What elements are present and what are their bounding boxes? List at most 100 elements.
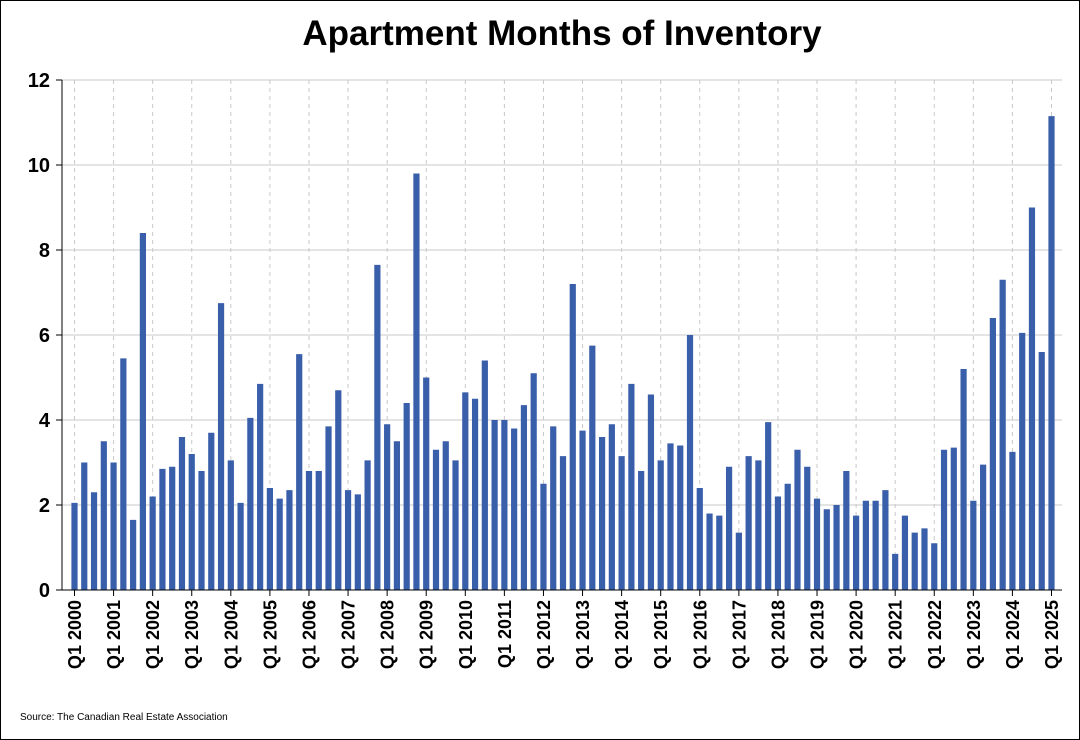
chart-title: Apartment Months of Inventory xyxy=(302,14,822,53)
bar xyxy=(178,437,186,590)
bar xyxy=(491,420,498,590)
bar xyxy=(657,460,664,590)
y-tick-label: 0 xyxy=(39,580,50,602)
bar xyxy=(169,466,176,590)
bar xyxy=(550,426,557,590)
x-tick-label: Q1 2008 xyxy=(378,600,398,669)
bar xyxy=(227,460,234,590)
bar xyxy=(823,509,830,590)
bar xyxy=(999,279,1006,590)
bar xyxy=(335,390,342,590)
bar xyxy=(989,318,996,590)
bar xyxy=(423,377,430,590)
bar xyxy=(569,284,576,590)
bar xyxy=(667,443,674,590)
x-tick-label: Q1 2000 xyxy=(65,600,85,669)
bar xyxy=(130,519,137,590)
x-tick-label: Q1 2020 xyxy=(847,600,867,669)
bar xyxy=(628,383,635,590)
bar xyxy=(911,532,918,590)
bar xyxy=(325,426,332,590)
bar xyxy=(901,515,909,590)
bar xyxy=(843,471,850,590)
bar xyxy=(608,424,615,590)
bar xyxy=(950,447,957,590)
bar xyxy=(862,500,869,590)
bar xyxy=(198,471,205,590)
bar xyxy=(960,369,967,590)
bar xyxy=(774,496,782,590)
bar xyxy=(413,173,420,590)
bar xyxy=(745,456,752,590)
bar xyxy=(501,420,508,590)
bar xyxy=(618,456,625,590)
bar xyxy=(1019,332,1026,590)
bar xyxy=(364,460,371,590)
x-tick-label: Q1 2024 xyxy=(1003,600,1023,669)
x-tick-label: Q1 2017 xyxy=(729,600,749,669)
bar xyxy=(100,441,107,590)
y-tick-label: 2 xyxy=(39,495,50,517)
x-tick-label: Q1 2019 xyxy=(808,600,828,669)
bar xyxy=(393,441,401,590)
x-tick-label: Q1 2012 xyxy=(534,600,554,669)
bar xyxy=(1038,352,1045,590)
bar xyxy=(696,488,703,590)
y-tick-label: 12 xyxy=(28,70,50,92)
bar xyxy=(833,505,840,590)
axes xyxy=(56,79,1062,596)
bar xyxy=(579,430,586,590)
y-tick-label: 10 xyxy=(28,155,50,177)
bar xyxy=(980,464,987,590)
bar xyxy=(725,466,733,590)
bar xyxy=(305,471,313,590)
bar xyxy=(511,428,518,590)
bar xyxy=(354,494,361,590)
x-tick-label: Q1 2023 xyxy=(964,600,984,669)
x-tick-label: Q1 2018 xyxy=(768,600,788,669)
x-tick-label: Q1 2013 xyxy=(573,600,593,669)
bar xyxy=(765,422,772,590)
bar xyxy=(892,553,899,590)
bar xyxy=(208,432,215,590)
bar xyxy=(1048,116,1055,590)
x-tick-label: Q1 2004 xyxy=(221,600,241,669)
bar xyxy=(598,437,606,590)
bar xyxy=(139,233,146,590)
bar xyxy=(120,358,127,590)
bar xyxy=(149,496,156,590)
bar xyxy=(276,498,283,590)
source-note: Source: The Canadian Real Estate Associa… xyxy=(20,712,228,723)
bar xyxy=(315,471,322,590)
bar xyxy=(970,500,977,590)
bar xyxy=(755,460,762,590)
bar xyxy=(237,502,244,590)
x-tick-label: Q1 2010 xyxy=(456,600,476,669)
x-tick-label: Q1 2025 xyxy=(1042,600,1062,669)
y-tick-label: 6 xyxy=(39,325,50,347)
bar xyxy=(452,460,459,590)
bar xyxy=(71,502,78,590)
bar xyxy=(384,424,391,590)
bar xyxy=(442,441,449,590)
bar xyxy=(931,543,938,590)
y-tick-label: 8 xyxy=(39,240,50,262)
bar xyxy=(589,345,596,590)
bar xyxy=(677,445,684,590)
bar xyxy=(784,483,791,590)
bar xyxy=(296,354,303,590)
bar xyxy=(471,398,479,590)
bar xyxy=(706,513,713,590)
bar xyxy=(647,394,655,590)
x-tick-label: Q1 2003 xyxy=(182,600,202,669)
bar xyxy=(266,488,273,590)
bar xyxy=(90,492,98,590)
x-tick-label: Q1 2021 xyxy=(886,600,906,669)
bar xyxy=(530,373,537,590)
bar xyxy=(813,498,821,590)
x-tick-label: Q1 2014 xyxy=(612,600,632,669)
x-tick-label: Q1 2005 xyxy=(260,600,280,669)
bar xyxy=(921,528,928,590)
